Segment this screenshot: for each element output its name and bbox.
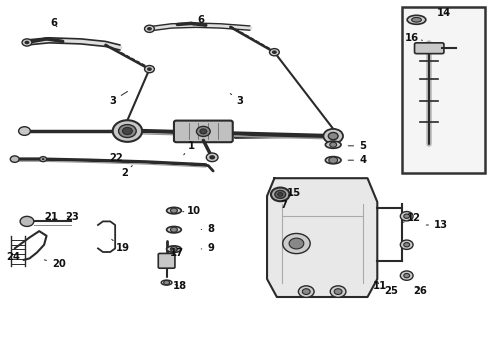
FancyBboxPatch shape bbox=[174, 121, 233, 142]
Text: 26: 26 bbox=[414, 286, 427, 296]
Text: 7: 7 bbox=[281, 200, 288, 210]
Ellipse shape bbox=[412, 18, 421, 22]
Text: 15: 15 bbox=[287, 188, 301, 198]
Circle shape bbox=[10, 156, 19, 162]
Text: 9: 9 bbox=[201, 243, 214, 253]
Circle shape bbox=[171, 227, 177, 232]
Text: 3: 3 bbox=[230, 94, 244, 106]
Circle shape bbox=[404, 214, 410, 219]
Text: 24: 24 bbox=[7, 252, 21, 262]
Text: 11: 11 bbox=[372, 281, 387, 291]
Text: 16: 16 bbox=[405, 33, 422, 43]
Circle shape bbox=[24, 41, 29, 44]
Circle shape bbox=[329, 157, 338, 163]
Text: 20: 20 bbox=[44, 258, 66, 269]
Text: 10: 10 bbox=[183, 206, 200, 216]
Bar bbox=[402, 7, 485, 173]
FancyBboxPatch shape bbox=[158, 253, 175, 268]
Text: 17: 17 bbox=[170, 248, 183, 258]
Circle shape bbox=[330, 142, 337, 147]
Circle shape bbox=[113, 120, 142, 142]
FancyBboxPatch shape bbox=[415, 43, 444, 54]
Ellipse shape bbox=[161, 280, 172, 285]
Circle shape bbox=[171, 247, 177, 252]
Circle shape bbox=[404, 274, 410, 278]
Ellipse shape bbox=[167, 246, 181, 252]
Text: 22: 22 bbox=[110, 153, 123, 163]
Circle shape bbox=[22, 39, 32, 46]
Circle shape bbox=[147, 27, 152, 31]
Circle shape bbox=[119, 125, 136, 138]
Circle shape bbox=[298, 286, 314, 297]
Ellipse shape bbox=[407, 15, 426, 24]
Circle shape bbox=[42, 158, 45, 160]
Text: 6: 6 bbox=[194, 15, 204, 25]
Text: 13: 13 bbox=[426, 220, 448, 230]
Circle shape bbox=[270, 49, 279, 56]
Circle shape bbox=[19, 127, 30, 135]
Text: 12: 12 bbox=[403, 213, 421, 223]
Ellipse shape bbox=[271, 188, 290, 201]
Circle shape bbox=[400, 212, 413, 221]
Circle shape bbox=[328, 132, 338, 140]
Polygon shape bbox=[267, 178, 377, 297]
Circle shape bbox=[206, 153, 218, 162]
Text: 3: 3 bbox=[109, 91, 127, 106]
Circle shape bbox=[283, 234, 310, 253]
Text: 5: 5 bbox=[348, 141, 366, 151]
Ellipse shape bbox=[278, 193, 283, 196]
Text: 14: 14 bbox=[436, 8, 451, 18]
Text: 6: 6 bbox=[50, 18, 57, 28]
Text: 25: 25 bbox=[384, 286, 398, 296]
Ellipse shape bbox=[167, 207, 181, 214]
Circle shape bbox=[209, 155, 215, 159]
Circle shape bbox=[272, 50, 277, 54]
Circle shape bbox=[147, 67, 152, 71]
Circle shape bbox=[302, 289, 310, 294]
Circle shape bbox=[334, 289, 342, 294]
Text: 21: 21 bbox=[45, 212, 58, 222]
Circle shape bbox=[145, 25, 154, 32]
Text: 23: 23 bbox=[66, 212, 79, 222]
Text: 2: 2 bbox=[122, 166, 132, 178]
Circle shape bbox=[323, 129, 343, 143]
Circle shape bbox=[330, 286, 346, 297]
Text: 4: 4 bbox=[348, 155, 366, 165]
Text: 1: 1 bbox=[184, 141, 195, 155]
Ellipse shape bbox=[325, 157, 341, 164]
Ellipse shape bbox=[167, 226, 181, 233]
Text: 19: 19 bbox=[112, 239, 129, 253]
Circle shape bbox=[404, 243, 410, 247]
Circle shape bbox=[20, 216, 34, 226]
Circle shape bbox=[200, 129, 207, 134]
Text: 8: 8 bbox=[201, 224, 214, 234]
Circle shape bbox=[289, 238, 304, 249]
Ellipse shape bbox=[325, 141, 341, 148]
Circle shape bbox=[171, 208, 177, 213]
Circle shape bbox=[164, 280, 170, 285]
Circle shape bbox=[122, 127, 132, 135]
Circle shape bbox=[40, 157, 47, 162]
Circle shape bbox=[400, 240, 413, 249]
Circle shape bbox=[400, 271, 413, 280]
Ellipse shape bbox=[275, 190, 286, 198]
Circle shape bbox=[145, 66, 154, 73]
Circle shape bbox=[196, 126, 210, 136]
Text: 18: 18 bbox=[173, 281, 187, 291]
